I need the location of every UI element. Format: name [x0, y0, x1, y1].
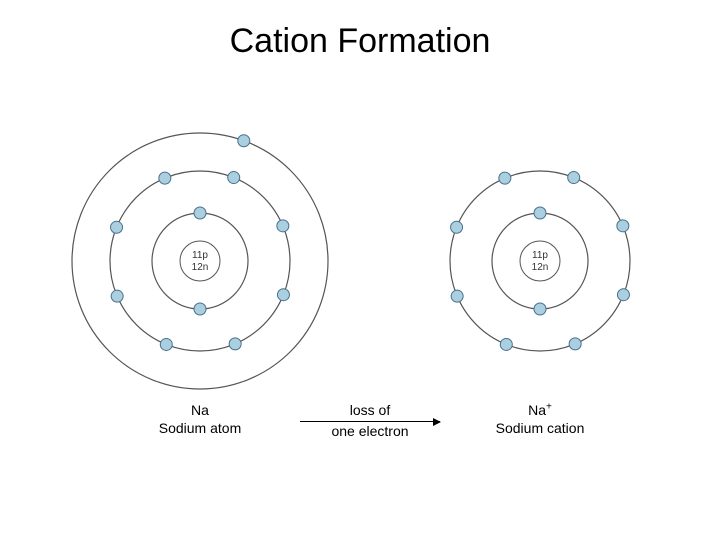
na-symbol: Na: [140, 401, 260, 419]
arrow-line: [300, 421, 440, 422]
sodium-atom-text: Sodium atom: [140, 419, 260, 437]
loss-arrow: loss of one electron: [300, 401, 440, 440]
svg-text:11p: 11p: [532, 250, 548, 261]
page-title: Cation Formation: [0, 0, 720, 61]
arrow-text-bottom: one electron: [300, 422, 440, 440]
sodium-cation-label: Na+ Sodium cation: [480, 401, 600, 437]
sodium-cation-text: Sodium cation: [480, 419, 600, 437]
na-plus-symbol: Na+: [480, 401, 600, 419]
svg-text:12n: 12n: [532, 262, 549, 273]
sodium-atom-label: Na Sodium atom: [140, 401, 260, 437]
svg-text:12n: 12n: [192, 262, 209, 273]
cation-diagram: 11p12n11p12n Na Sodium atom Na+ Sodium c…: [0, 61, 720, 501]
svg-text:11p: 11p: [192, 250, 208, 261]
arrow-text-top: loss of: [300, 401, 440, 419]
